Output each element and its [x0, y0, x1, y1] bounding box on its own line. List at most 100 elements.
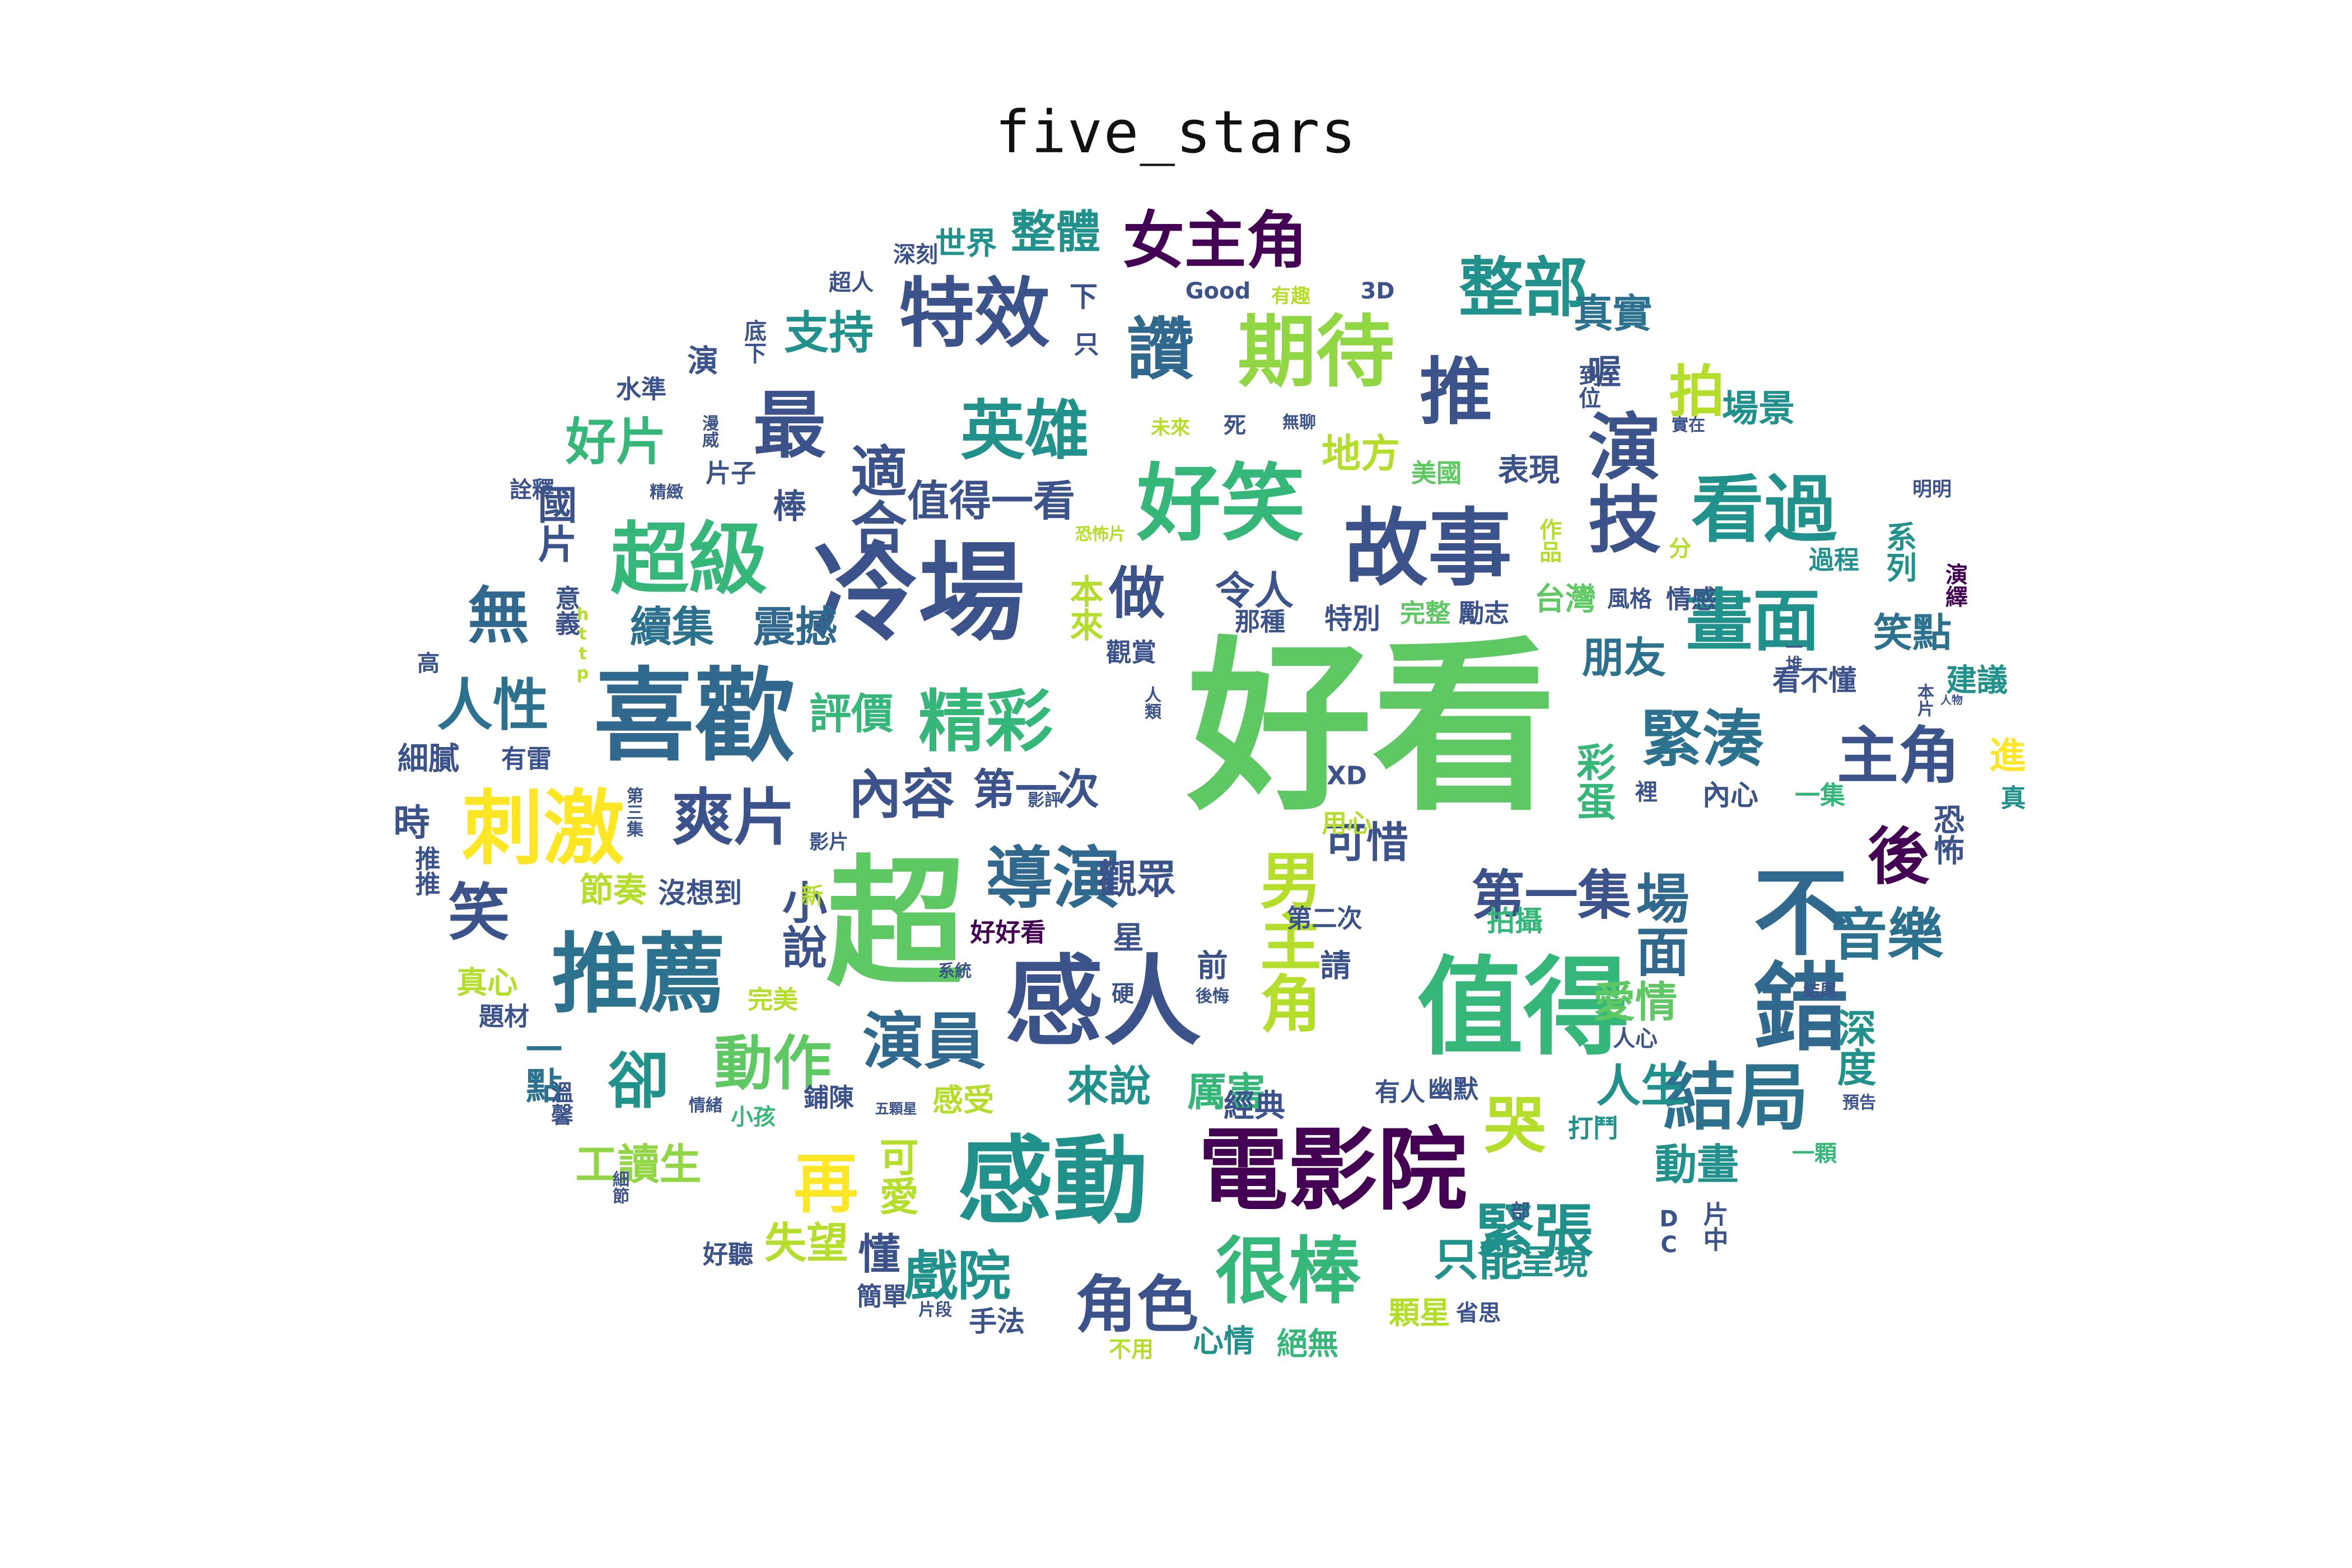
word-cloud-term: 超級: [610, 514, 768, 605]
word-cloud-term: 深刻: [893, 242, 938, 268]
word-cloud-term: 感人: [1005, 945, 1201, 1060]
word-cloud-term: 一顆: [1792, 1141, 1837, 1166]
word-cloud-term: 時: [393, 802, 430, 844]
word-cloud-term: 新: [801, 883, 823, 909]
word-cloud-term: 好笑: [1136, 455, 1305, 553]
word-cloud-term: 彩蛋: [1570, 742, 1616, 820]
word-cloud-term: 第一次: [973, 764, 1099, 814]
word-cloud-term: 懂: [858, 1229, 900, 1279]
word-cloud-term: 英雄: [960, 393, 1090, 469]
word-cloud-term: 水準: [615, 374, 667, 404]
word-cloud-term: 部: [1510, 1201, 1530, 1224]
word-cloud-term: 值得一看: [907, 476, 1076, 526]
word-cloud-term: 硬: [1112, 981, 1134, 1007]
word-cloud-term: 演: [687, 343, 718, 379]
word-cloud-term: 溫馨: [547, 1081, 573, 1126]
word-cloud-term: 可愛: [873, 1137, 919, 1215]
word-cloud-term: 戲院: [904, 1245, 1011, 1308]
word-cloud-term: 星: [1113, 920, 1144, 956]
word-cloud-term: 很棒: [1215, 1229, 1361, 1314]
word-cloud-term: 系統: [938, 962, 972, 981]
word-cloud-term: 漫威: [699, 414, 718, 448]
word-cloud-term: 勵志: [1458, 598, 1510, 628]
word-cloud-term: 五顆星: [875, 1100, 917, 1117]
word-cloud-term: 整體: [1011, 206, 1100, 258]
word-cloud-term: 超: [826, 842, 966, 1005]
word-cloud-term: 只能: [1434, 1234, 1523, 1286]
word-cloud-term: 期待: [1237, 307, 1395, 398]
word-cloud-term: 完美: [747, 984, 799, 1015]
word-cloud-term: 實在: [1672, 416, 1705, 435]
word-cloud-term: 音樂: [1831, 902, 1943, 968]
word-cloud-term: 緊張: [1475, 1197, 1594, 1266]
word-cloud-term: 進: [1989, 735, 2026, 777]
word-cloud-term: 拍: [1669, 359, 1725, 424]
word-cloud-term: 特效: [899, 269, 1050, 358]
word-cloud-term: 世界: [935, 225, 997, 262]
word-cloud-term: 片段: [918, 1300, 952, 1320]
word-cloud-term: 有趣: [1271, 285, 1311, 308]
word-cloud-term: 第三集: [623, 787, 643, 837]
word-cloud-term: 心情: [1192, 1323, 1255, 1359]
word-cloud-term: 好看: [1187, 620, 1557, 836]
word-cloud-term: 一點: [519, 1030, 562, 1103]
word-cloud-term: 建議: [1945, 662, 2008, 698]
word-cloud-term: 有雷: [501, 744, 552, 774]
word-cloud-term: 本來: [1064, 574, 1103, 641]
word-cloud-term: 沒想到: [658, 877, 742, 909]
word-cloud-term: 3D: [1360, 278, 1395, 304]
word-cloud-term: 適合: [841, 442, 907, 554]
word-cloud-term: 震撼: [753, 602, 838, 652]
word-cloud-term: 題材: [478, 1001, 530, 1032]
word-cloud-term: 細節: [609, 1170, 629, 1204]
word-cloud-term: 絕無: [1276, 1326, 1339, 1362]
word-cloud-term: 不錯: [1737, 862, 1847, 1053]
word-cloud-term: 小說: [775, 879, 827, 969]
word-cloud-term: 可惜: [1324, 818, 1409, 867]
word-cloud-term: 再: [794, 1146, 858, 1222]
word-cloud-term: 未來: [1150, 417, 1191, 440]
word-cloud-term: 細膩: [397, 740, 460, 777]
word-cloud-term: 讚: [1115, 314, 1193, 381]
word-cloud-term: 拍攝: [1487, 905, 1543, 937]
word-cloud-term: 特別: [1324, 603, 1380, 635]
word-cloud-term: 系列: [1880, 521, 1917, 582]
word-cloud-term: 好好看: [970, 917, 1046, 948]
word-cloud-term: 值得: [1416, 946, 1630, 1070]
word-cloud-term: 觀眾: [1098, 856, 1176, 902]
word-cloud-term: 厲害: [1187, 1069, 1266, 1115]
word-cloud-term: 片子: [705, 458, 757, 488]
word-cloud-term: 表現: [1497, 452, 1560, 488]
word-cloud-term: 動作: [713, 1029, 832, 1098]
word-cloud-term: 恐怖片: [1075, 525, 1126, 544]
word-cloud-term: 動畫: [1654, 1140, 1739, 1189]
word-cloud-term: 深度: [1831, 1008, 1877, 1086]
word-cloud-term: 節奏: [580, 871, 647, 910]
word-cloud-term: 片中: [1698, 1201, 1729, 1252]
word-cloud-term: 經典: [1223, 1088, 1286, 1124]
word-cloud-term: 推薦: [552, 923, 725, 1025]
word-cloud-term: 演繹: [1942, 563, 1967, 608]
word-cloud-term: DC: [1656, 1206, 1682, 1258]
word-cloud-term: 國片: [531, 484, 577, 563]
figure-title: five_stars: [995, 98, 1357, 166]
word-cloud-term: 故事: [1343, 500, 1513, 598]
word-cloud-term: 愛情: [1593, 977, 1678, 1027]
word-cloud-term: 高: [417, 651, 440, 676]
word-cloud-term: 笑點: [1873, 610, 1952, 656]
word-cloud-term: 手法: [969, 1305, 1025, 1338]
word-cloud-term: 看過: [1691, 467, 1837, 552]
word-cloud-term: 喔: [1588, 353, 1621, 392]
word-cloud-term: 緊湊: [1641, 703, 1764, 775]
word-cloud-term: 影片: [809, 831, 849, 854]
word-cloud-term: 人心: [1613, 1026, 1658, 1052]
word-cloud-term: 卻: [608, 1045, 669, 1117]
word-cloud-term: 好片: [566, 413, 666, 472]
word-cloud-term: 本片: [1914, 683, 1934, 717]
word-cloud-term: 美國: [1411, 458, 1462, 488]
word-cloud-term: 完整: [1399, 598, 1451, 628]
word-cloud-term: 小孩: [731, 1104, 776, 1130]
word-cloud-term: 續集: [629, 602, 715, 652]
